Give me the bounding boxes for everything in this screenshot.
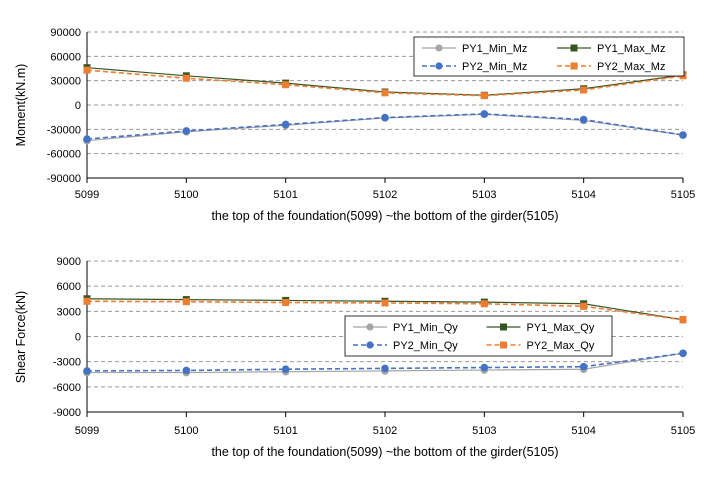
x-tick-label: 5102	[373, 425, 397, 437]
y-tick-label: 90000	[50, 27, 81, 39]
data-point	[282, 299, 290, 307]
data-point	[480, 363, 489, 372]
legend-label: PY1_Min_Qy	[393, 322, 458, 334]
y-tick-label: -3000	[53, 357, 81, 369]
x-tick-label: 5105	[671, 425, 695, 437]
data-point	[381, 89, 389, 97]
data-point	[580, 86, 588, 94]
legend-marker	[500, 341, 507, 349]
moment-x-axis-title: the top of the foundation(5099) ~the bot…	[211, 209, 558, 223]
legend-label: PY1_Min_Mz	[462, 43, 527, 55]
data-point	[182, 366, 191, 375]
y-tick-label: 6000	[57, 281, 81, 293]
legend-marker	[570, 44, 578, 52]
data-point	[381, 299, 389, 307]
data-point	[281, 365, 290, 374]
shear-grid	[87, 260, 683, 388]
data-point	[480, 92, 488, 100]
y-tick-label: 30000	[50, 76, 81, 88]
data-point	[579, 115, 588, 124]
legend-marker	[500, 323, 507, 331]
data-point	[480, 110, 489, 118]
y-tick-label: -9000	[53, 407, 81, 419]
shear-legend: PY1_Min_Qy PY1_Max_Qy PY2_Min_Qy PY2_Max_Qy	[344, 315, 613, 357]
x-tick-label: 5101	[273, 425, 297, 437]
legend-label: PY2_Min_Mz	[462, 61, 527, 73]
x-tick-label: 5100	[174, 189, 198, 201]
shear-series	[83, 295, 687, 377]
x-tick-label: 5104	[571, 189, 595, 201]
moment-x-ticks: 5099 5100 5101 5102 5103 5104 5105	[75, 178, 695, 201]
x-tick-label: 5099	[75, 425, 99, 437]
shear-y-ticks: 9000 6000 3000 0 -3000 -6000 -9000	[53, 256, 81, 419]
data-point	[83, 297, 91, 305]
shear-x-ticks: 5099 5100 5101 5102 5103 5104 5105	[75, 412, 695, 437]
x-tick-label: 5103	[472, 189, 496, 201]
y-tick-label: 9000	[57, 256, 81, 268]
moment-grid	[87, 31, 683, 155]
legend-box	[413, 36, 685, 77]
data-point	[282, 81, 290, 89]
x-tick-label: 5102	[373, 189, 397, 201]
x-tick-label: 5099	[75, 189, 99, 201]
shear-y-axis-title: Shear Force(kN)	[14, 291, 28, 383]
data-point	[182, 74, 190, 82]
x-tick-label: 5104	[571, 425, 595, 437]
legend-marker	[366, 341, 374, 349]
y-tick-label: -30000	[47, 124, 81, 136]
legend-marker	[435, 44, 443, 52]
legend-box	[344, 315, 613, 357]
data-point	[679, 131, 687, 139]
data-point	[83, 66, 91, 74]
x-tick-label: 5105	[671, 189, 695, 201]
legend-marker	[435, 62, 443, 70]
x-tick-label: 5100	[174, 425, 198, 437]
data-point	[679, 349, 687, 358]
data-point	[480, 300, 488, 308]
data-point	[381, 113, 389, 122]
legend-label: PY2_Max_Qy	[527, 340, 595, 352]
data-point	[679, 316, 687, 324]
data-point	[182, 127, 191, 135]
data-point	[381, 364, 389, 373]
legend-label: PY1_Max_Qy	[527, 322, 595, 334]
legend-marker	[366, 323, 374, 331]
moment-y-axis-title: Moment(kN.m)	[14, 64, 28, 147]
legend-label: PY2_Min_Qy	[393, 340, 458, 352]
data-point	[281, 120, 290, 129]
shear-chart: 9000 6000 3000 0 -3000 -6000 -9000 5099 5100 510…	[14, 256, 695, 459]
x-tick-label: 5103	[472, 425, 496, 437]
data-point	[182, 298, 190, 306]
legend-label: PY1_Max_Mz	[597, 43, 665, 55]
data-point	[579, 362, 588, 371]
shear-x-axis-title: the top of the foundation(5099) ~the bot…	[211, 445, 558, 459]
y-tick-label: -60000	[47, 149, 81, 161]
data-point	[83, 135, 91, 143]
x-tick-label: 5101	[273, 189, 297, 201]
data-point	[580, 302, 588, 310]
legend-label: PY2_Max_Mz	[597, 61, 665, 73]
y-tick-label: 60000	[50, 51, 81, 63]
y-tick-label: -90000	[47, 173, 81, 185]
moment-legend: PY1_Min_Mz PY1_Max_Mz PY2_Min_Mz PY2_Max_Mz	[413, 36, 685, 77]
y-tick-label: 0	[75, 100, 81, 112]
moment-y-ticks: 90000 60000 30000 0 -30000 -60000 -90000	[47, 27, 81, 185]
data-point	[83, 367, 91, 375]
legend-marker	[570, 62, 578, 70]
y-tick-label: 3000	[57, 306, 81, 318]
y-tick-label: 0	[75, 332, 81, 344]
y-tick-label: -6000	[53, 382, 81, 394]
